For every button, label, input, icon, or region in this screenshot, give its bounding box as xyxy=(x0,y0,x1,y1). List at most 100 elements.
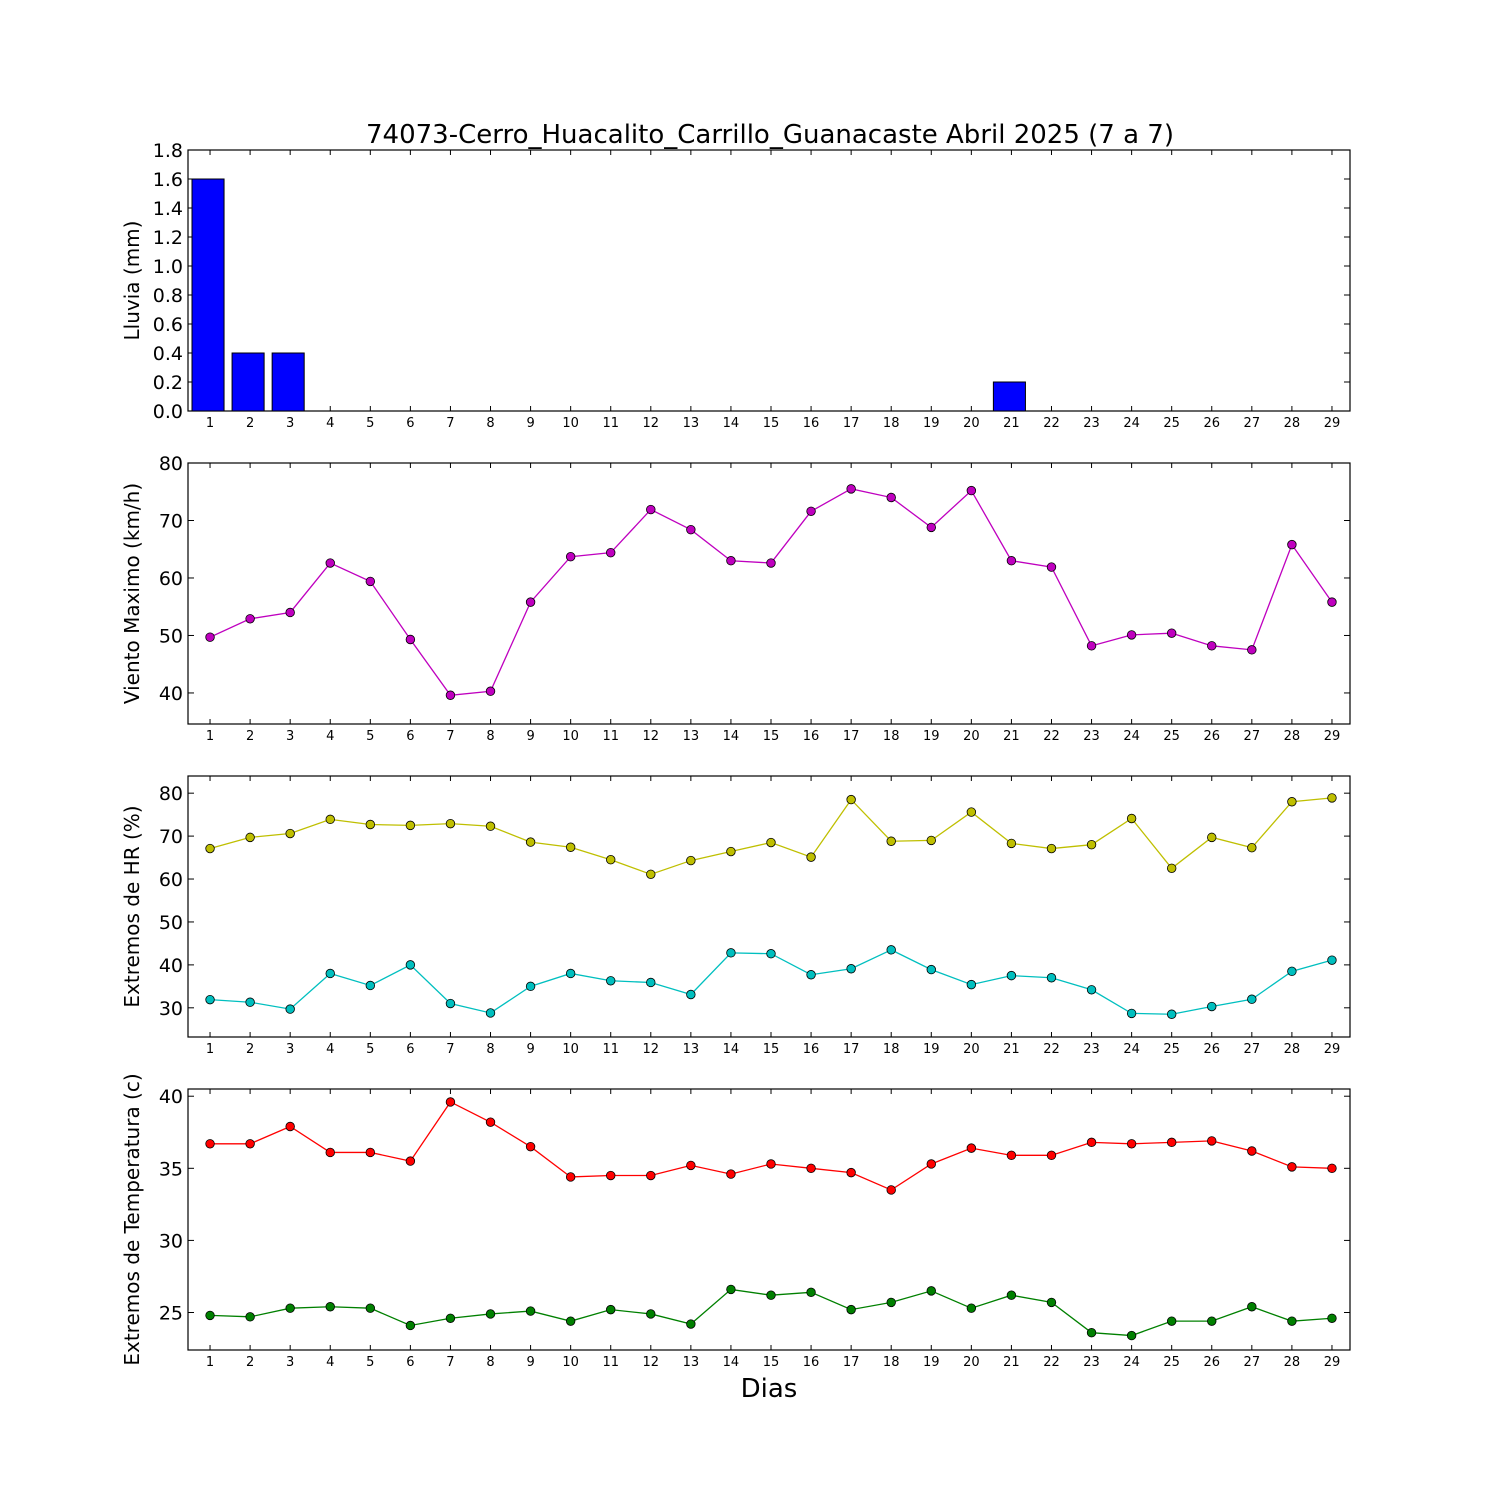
x-tick-label: 18 xyxy=(883,1042,900,1057)
panels: 0.00.20.40.60.81.01.21.41.61.81 2 3 4 5 6 7 8 9 1… xyxy=(120,140,1351,1370)
data-point-day-15 xyxy=(766,837,776,848)
x-tick-label: 14 xyxy=(723,729,740,744)
data-point-day-8 xyxy=(485,1008,496,1018)
data-point-day-9 xyxy=(525,1141,536,1152)
data-point-day-25 xyxy=(1166,1009,1177,1019)
x-tick-label: 28 xyxy=(1284,416,1301,431)
data-point-day-10 xyxy=(565,1172,576,1182)
x-tick-label: 25 xyxy=(1163,729,1180,744)
data-point-day-3 xyxy=(285,607,295,618)
data-point-day-24 xyxy=(1126,813,1137,824)
data-point-day-25 xyxy=(1166,863,1177,873)
y-axis-label: Extremos de HR (%) xyxy=(120,805,144,1007)
data-point-day-1 xyxy=(205,994,215,1005)
data-point-day-13 xyxy=(686,1319,696,1329)
data-point-day-18 xyxy=(886,836,896,846)
y-tick-label: 40 xyxy=(159,1086,183,1108)
x-tick-label: 9 xyxy=(526,416,534,431)
x-tick-label: 27 xyxy=(1244,416,1261,431)
data-point-day-16 xyxy=(806,852,816,862)
x-tick-label: 8 xyxy=(486,729,494,744)
x-tick-label: 25 xyxy=(1163,1042,1180,1057)
x-tick-label: 14 xyxy=(723,1355,740,1370)
data-point-day-14 xyxy=(726,1169,736,1179)
x-tick-label: 19 xyxy=(923,1042,940,1057)
x-tick-label: 27 xyxy=(1244,1042,1261,1057)
data-point-day-5 xyxy=(365,1147,376,1158)
data-point-day-26 xyxy=(1207,1316,1217,1326)
data-point-day-9 xyxy=(525,981,536,992)
x-tick-label: 3 xyxy=(286,416,294,431)
data-point-day-25 xyxy=(1166,1137,1177,1148)
x-tick-label: 10 xyxy=(562,416,579,431)
data-point-day-1 xyxy=(205,1139,215,1149)
data-point-day-7 xyxy=(445,1097,456,1107)
x-tick-label: 26 xyxy=(1203,416,1220,431)
data-point-day-23 xyxy=(1086,1137,1097,1148)
data-point-day-4 xyxy=(325,1302,335,1312)
data-point-day-19 xyxy=(926,522,936,533)
x-tick-label: 5 xyxy=(366,416,374,431)
y-tick-label: 1.6 xyxy=(153,169,183,191)
data-point-day-4 xyxy=(325,968,335,979)
x-tick-label: 23 xyxy=(1083,1355,1100,1370)
data-point-day-17 xyxy=(846,964,856,974)
x-tick-label: 13 xyxy=(683,1042,700,1057)
data-point-day-11 xyxy=(606,976,616,986)
x-tick-label: 12 xyxy=(643,729,660,744)
data-point-day-17 xyxy=(846,484,856,494)
x-tick-label: 22 xyxy=(1043,1355,1060,1370)
x-tick-label: 15 xyxy=(763,1042,780,1057)
data-point-day-14 xyxy=(726,1284,736,1295)
data-point-day-27 xyxy=(1247,645,1257,655)
x-axis-label: Dias xyxy=(741,1374,798,1404)
y-tick-label: 1.8 xyxy=(153,140,183,162)
data-point-day-2 xyxy=(245,1312,255,1322)
x-tick-label: 3 xyxy=(286,1355,294,1370)
x-tick-label: 28 xyxy=(1284,729,1301,744)
x-tick-label: 23 xyxy=(1083,1042,1100,1057)
data-point-day-3 xyxy=(285,1004,295,1014)
x-tick-label: 21 xyxy=(1003,416,1020,431)
x-tick-label: 6 xyxy=(406,416,414,431)
y-tick-label: 25 xyxy=(159,1303,183,1325)
data-point-day-21 xyxy=(1006,1290,1017,1300)
data-point-day-24 xyxy=(1126,1008,1137,1019)
x-tick-label: 11 xyxy=(602,729,619,744)
y-tick-label: 60 xyxy=(159,568,183,590)
data-point-day-18 xyxy=(886,1297,896,1308)
data-point-day-12 xyxy=(646,1309,656,1319)
y-tick-label: 35 xyxy=(159,1158,183,1180)
data-point-day-17 xyxy=(846,1304,856,1315)
x-tick-label: 25 xyxy=(1163,416,1180,431)
plot-frame xyxy=(187,149,1351,412)
data-point-day-9 xyxy=(525,837,536,847)
data-point-day-21 xyxy=(1006,556,1017,566)
x-tick-label: 7 xyxy=(446,1042,454,1057)
data-point-day-26 xyxy=(1207,1136,1217,1146)
data-point-day-24 xyxy=(1126,1330,1137,1341)
x-tick-label: 3 xyxy=(286,729,294,744)
data-point-day-29 xyxy=(1327,1163,1337,1174)
data-point-day-27 xyxy=(1247,1302,1257,1312)
y-tick-label: 1.0 xyxy=(153,256,183,278)
x-tick-label: 29 xyxy=(1324,729,1341,744)
y-tick-label: 0.0 xyxy=(153,401,183,423)
data-point-day-8 xyxy=(485,1117,496,1127)
x-tick-label: 7 xyxy=(446,1355,454,1370)
x-tick-label: 6 xyxy=(406,1355,414,1370)
x-tick-label: 26 xyxy=(1203,1042,1220,1057)
figure-title: 74073-Cerro_Huacalito_Carrillo_Guanacast… xyxy=(366,120,1174,150)
data-point-day-11 xyxy=(606,547,616,558)
data-point-day-20 xyxy=(966,979,977,990)
data-point-day-26 xyxy=(1207,1001,1217,1012)
data-point-day-2 xyxy=(245,997,255,1007)
plot-frame xyxy=(187,775,1351,1038)
x-tick-label: 9 xyxy=(526,1042,534,1057)
x-tick-label: 8 xyxy=(486,1355,494,1370)
x-tick-label: 8 xyxy=(486,416,494,431)
x-tick-label: 11 xyxy=(602,416,619,431)
data-point-day-15 xyxy=(766,949,776,959)
data-point-day-29 xyxy=(1327,793,1337,803)
bar-day-2 xyxy=(231,352,265,412)
